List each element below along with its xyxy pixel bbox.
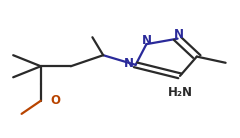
Text: N: N <box>174 28 184 41</box>
Text: N: N <box>141 34 151 47</box>
Text: H₂N: H₂N <box>168 86 192 99</box>
Text: O: O <box>50 94 60 107</box>
Text: N: N <box>123 57 133 70</box>
